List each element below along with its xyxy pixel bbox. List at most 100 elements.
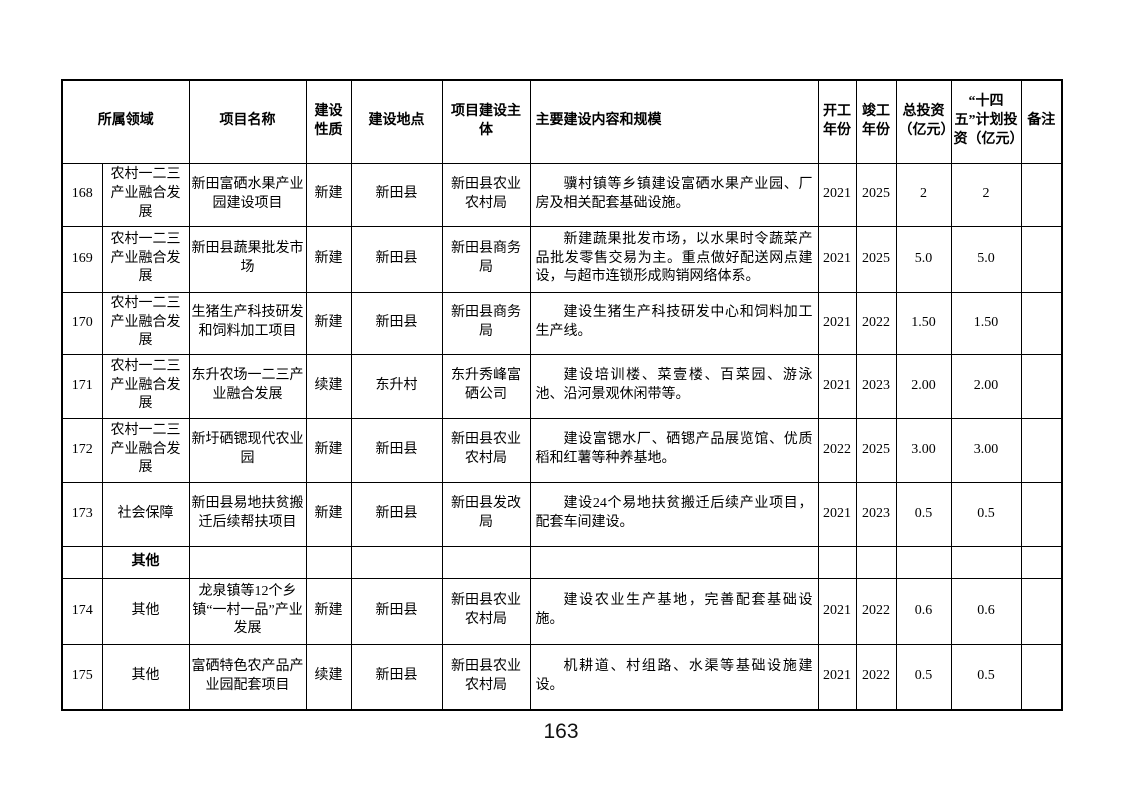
cell-start-year: 2021 xyxy=(817,225,857,293)
header-end-year: 竣工年份 xyxy=(855,79,897,164)
cell-location: 新田县 xyxy=(350,162,443,227)
table-row-172: 172 农村一二三产业融合发展 新圩硒锶现代农业园 新建 新田县 新田县农业农村… xyxy=(61,417,1063,483)
cell-total-investment: 5.0 xyxy=(895,225,952,293)
cell-nature: 新建 xyxy=(305,481,352,547)
cell-total-investment xyxy=(895,545,952,579)
table-row-171: 171 农村一二三产业融合发展 东升农场一二三产业融合发展 续建 东升村 东升秀… xyxy=(61,353,1063,419)
table-row-173: 173 社会保障 新田县易地扶贫搬迁后续帮扶项目 新建 新田县 新田县发改局 建… xyxy=(61,481,1063,547)
header-remark: 备注 xyxy=(1020,79,1063,164)
cell-location: 新田县 xyxy=(350,291,443,355)
cell-location: 新田县 xyxy=(350,577,443,645)
cell-project-name xyxy=(188,545,307,579)
cell-location xyxy=(350,545,443,579)
table-row-174: 174 其他 龙泉镇等12个乡镇“一村一品”产业发展 新建 新田县 新田县农业农… xyxy=(61,577,1063,645)
header-plan-investment: “十四五”计划投资（亿元） xyxy=(950,79,1022,164)
cell-end-year: 2022 xyxy=(855,577,897,645)
page-number: 163 xyxy=(543,720,579,743)
cell-entity xyxy=(441,545,531,579)
cell-entity: 新田县农业农村局 xyxy=(441,162,531,227)
cell-project-name: 新田县蔬果批发市场 xyxy=(188,225,307,293)
cell-total-investment: 1.50 xyxy=(895,291,952,355)
header-nature: 建设性质 xyxy=(305,79,352,164)
cell-project-name: 新田富硒水果产业园建设项目 xyxy=(188,162,307,227)
cell-remark xyxy=(1020,225,1063,293)
cell-content: 建设24个易地扶贫搬迁后续产业项目，配套车间建设。 xyxy=(529,481,819,547)
cell-row-number: 168 xyxy=(61,162,103,227)
table-row-168: 168 农村一二三产业融合发展 新田富硒水果产业园建设项目 新建 新田县 新田县… xyxy=(61,162,1063,227)
cell-nature: 新建 xyxy=(305,417,352,483)
cell-project-name: 东升农场一二三产业融合发展 xyxy=(188,353,307,419)
cell-row-number: 175 xyxy=(61,643,103,711)
header-entity: 项目建设主体 xyxy=(441,79,531,164)
cell-plan-investment: 0.5 xyxy=(950,643,1022,711)
cell-start-year: 2021 xyxy=(817,162,857,227)
cell-entity: 新田县农业农村局 xyxy=(441,417,531,483)
cell-project-name: 龙泉镇等12个乡镇“一村一品”产业发展 xyxy=(188,577,307,645)
header-start-year: 开工年份 xyxy=(817,79,857,164)
cell-content: 骥村镇等乡镇建设富硒水果产业园、厂房及相关配套基础设施。 xyxy=(529,162,819,227)
cell-start-year xyxy=(817,545,857,579)
cell-entity: 新田县商务局 xyxy=(441,291,531,355)
cell-remark xyxy=(1020,481,1063,547)
cell-nature xyxy=(305,545,352,579)
cell-end-year: 2022 xyxy=(855,291,897,355)
cell-end-year: 2025 xyxy=(855,225,897,293)
cell-end-year: 2023 xyxy=(855,353,897,419)
cell-content: 机耕道、村组路、水渠等基础设施建设。 xyxy=(529,643,819,711)
cell-remark xyxy=(1020,417,1063,483)
header-location: 建设地点 xyxy=(350,79,443,164)
cell-start-year: 2022 xyxy=(817,417,857,483)
cell-remark xyxy=(1020,162,1063,227)
section-label: 其他 xyxy=(101,545,190,579)
cell-content xyxy=(529,545,819,579)
cell-plan-investment: 5.0 xyxy=(950,225,1022,293)
cell-row-number xyxy=(61,545,103,579)
cell-content: 建设富锶水厂、硒锶产品展览馆、优质稻和红薯等种养基地。 xyxy=(529,417,819,483)
cell-location: 新田县 xyxy=(350,481,443,547)
table-row-170: 170 农村一二三产业融合发展 生猪生产科技研发和饲料加工项目 新建 新田县 新… xyxy=(61,291,1063,355)
cell-total-investment: 2 xyxy=(895,162,952,227)
cell-entity: 东升秀峰富硒公司 xyxy=(441,353,531,419)
cell-field: 农村一二三产业融合发展 xyxy=(101,353,190,419)
cell-end-year: 2023 xyxy=(855,481,897,547)
cell-content: 建设生猪生产科技研发中心和饲料加工生产线。 xyxy=(529,291,819,355)
cell-end-year xyxy=(855,545,897,579)
header-project-name: 项目名称 xyxy=(188,79,307,164)
project-plan-table: 所属领域 项目名称 建设性质 建设地点 项目建设主体 主要建设内容和规模 开工年… xyxy=(61,79,1063,711)
cell-entity: 新田县发改局 xyxy=(441,481,531,547)
cell-project-name: 富硒特色农产品产业园配套项目 xyxy=(188,643,307,711)
cell-total-investment: 0.5 xyxy=(895,643,952,711)
cell-start-year: 2021 xyxy=(817,643,857,711)
cell-location: 东升村 xyxy=(350,353,443,419)
cell-plan-investment: 0.5 xyxy=(950,481,1022,547)
cell-field: 社会保障 xyxy=(101,481,190,547)
cell-content: 建设培训楼、菜壹楼、百菜园、游泳池、沿河景观休闲带等。 xyxy=(529,353,819,419)
cell-remark xyxy=(1020,545,1063,579)
cell-entity: 新田县农业农村局 xyxy=(441,643,531,711)
cell-field: 农村一二三产业融合发展 xyxy=(101,225,190,293)
header-content: 主要建设内容和规模 xyxy=(529,79,819,164)
cell-location: 新田县 xyxy=(350,417,443,483)
cell-plan-investment: 2.00 xyxy=(950,353,1022,419)
cell-field: 其他 xyxy=(101,577,190,645)
cell-row-number: 173 xyxy=(61,481,103,547)
table-row-175: 175 其他 富硒特色农产品产业园配套项目 续建 新田县 新田县农业农村局 机耕… xyxy=(61,643,1063,711)
cell-total-investment: 2.00 xyxy=(895,353,952,419)
cell-content: 建设农业生产基地，完善配套基础设施。 xyxy=(529,577,819,645)
table-header-row: 所属领域 项目名称 建设性质 建设地点 项目建设主体 主要建设内容和规模 开工年… xyxy=(61,79,1063,164)
cell-plan-investment: 3.00 xyxy=(950,417,1022,483)
cell-location: 新田县 xyxy=(350,643,443,711)
cell-nature: 续建 xyxy=(305,353,352,419)
cell-row-number: 174 xyxy=(61,577,103,645)
cell-start-year: 2021 xyxy=(817,481,857,547)
cell-content: 新建蔬果批发市场，以水果时令蔬菜产品批发零售交易为主。重点做好配送网点建设，与超… xyxy=(529,225,819,293)
cell-project-name: 新圩硒锶现代农业园 xyxy=(188,417,307,483)
cell-row-number: 172 xyxy=(61,417,103,483)
cell-end-year: 2025 xyxy=(855,162,897,227)
cell-start-year: 2021 xyxy=(817,291,857,355)
cell-total-investment: 3.00 xyxy=(895,417,952,483)
section-row-other: 其他 xyxy=(61,545,1063,579)
cell-nature: 续建 xyxy=(305,643,352,711)
cell-nature: 新建 xyxy=(305,225,352,293)
